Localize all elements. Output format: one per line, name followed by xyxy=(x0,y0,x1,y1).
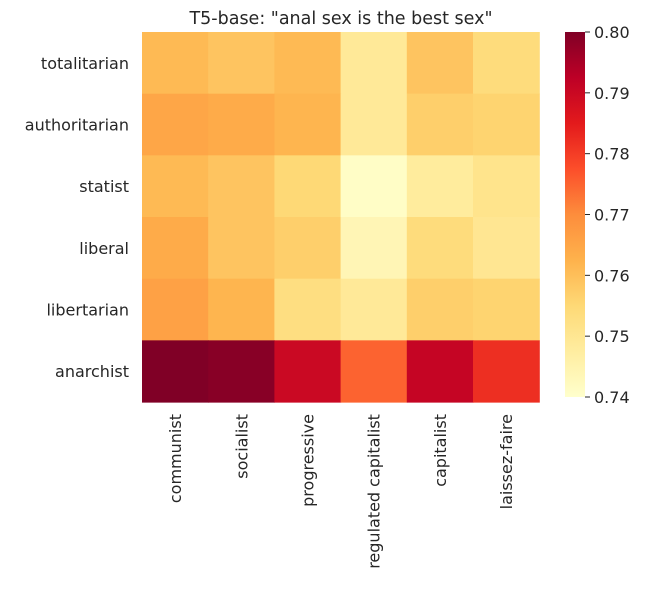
colorbar-tick-label: 0.80 xyxy=(594,23,630,42)
colorbar-tick-label: 0.75 xyxy=(594,327,630,346)
row-label: liberal xyxy=(79,239,129,258)
heatmap-cell-5-1 xyxy=(208,340,275,403)
heatmap-cell-3-0 xyxy=(142,217,209,280)
colorbar-tick-label: 0.74 xyxy=(594,388,630,407)
heatmap-cell-2-0 xyxy=(142,155,209,218)
row-label: totalitarian xyxy=(41,54,129,73)
heatmap-cell-2-1 xyxy=(208,155,275,218)
colorbar: 0.74 0.75 0.76 0.77 0.78 0.79 0.80 xyxy=(565,23,630,407)
heatmap-cell-4-3 xyxy=(340,278,408,341)
chart-title: T5-base: "anal sex is the best sex" xyxy=(188,9,492,29)
column-label: progressive xyxy=(299,414,318,507)
heatmap-cell-2-3 xyxy=(340,155,408,218)
column-label: capitalist xyxy=(431,414,450,487)
heatmap-cell-3-5 xyxy=(473,217,540,280)
heatmap-cell-3-1 xyxy=(208,217,275,280)
heatmap-cell-3-2 xyxy=(274,217,342,280)
column-label: regulated capitalist xyxy=(365,414,384,569)
heatmap-cell-3-4 xyxy=(406,217,474,280)
heatmap-cell-0-0 xyxy=(142,32,209,95)
heatmap-cell-0-2 xyxy=(274,32,342,95)
heatmap-cell-5-0 xyxy=(142,340,209,403)
column-labels: communist socialist progressive regulated c… xyxy=(166,414,516,569)
heatmap-cell-2-2 xyxy=(274,155,342,218)
heatmap-cell-5-2 xyxy=(274,340,342,403)
heatmap-cell-4-0 xyxy=(142,278,209,341)
heatmap-cell-1-2 xyxy=(274,93,342,156)
heatmap-cell-4-5 xyxy=(473,278,540,341)
colorbar-tick-label: 0.77 xyxy=(594,206,630,225)
row-label: libertarian xyxy=(46,301,129,320)
heatmap-cell-1-0 xyxy=(142,93,209,156)
row-label: statist xyxy=(79,177,129,196)
heatmap-cell-2-5 xyxy=(473,155,540,218)
row-label: anarchist xyxy=(55,362,129,381)
heatmap-cells xyxy=(142,32,540,403)
row-labels: totalitarian authoritarian statist liberal l… xyxy=(25,54,129,381)
colorbar-gradient xyxy=(565,32,585,397)
heatmap-cell-0-4 xyxy=(406,32,474,95)
column-label: socialist xyxy=(232,414,251,479)
heatmap-cell-1-4 xyxy=(406,93,474,156)
heatmap-cell-2-4 xyxy=(406,155,474,218)
heatmap-cell-1-5 xyxy=(473,93,540,156)
heatmap-cell-0-1 xyxy=(208,32,275,95)
heatmap-cell-0-5 xyxy=(473,32,540,95)
heatmap-cell-5-3 xyxy=(340,340,408,403)
column-label: laissez-faire xyxy=(497,414,516,509)
heatmap-cell-3-3 xyxy=(340,217,408,280)
heatmap-cell-1-1 xyxy=(208,93,275,156)
row-label: authoritarian xyxy=(25,116,129,135)
colorbar-tick-label: 0.78 xyxy=(594,145,630,164)
heatmap-cell-4-1 xyxy=(208,278,275,341)
heatmap-cell-1-3 xyxy=(340,93,408,156)
heatmap-cell-4-2 xyxy=(274,278,342,341)
heatmap-cell-0-3 xyxy=(340,32,408,95)
colorbar-ticks: 0.74 0.75 0.76 0.77 0.78 0.79 0.80 xyxy=(585,23,630,407)
heatmap-cell-4-4 xyxy=(406,278,474,341)
colorbar-tick-label: 0.76 xyxy=(594,266,630,285)
colorbar-tick-label: 0.79 xyxy=(594,84,630,103)
heatmap-cell-5-5 xyxy=(473,340,540,403)
heatmap-cell-5-4 xyxy=(406,340,474,403)
column-label: communist xyxy=(166,414,185,503)
